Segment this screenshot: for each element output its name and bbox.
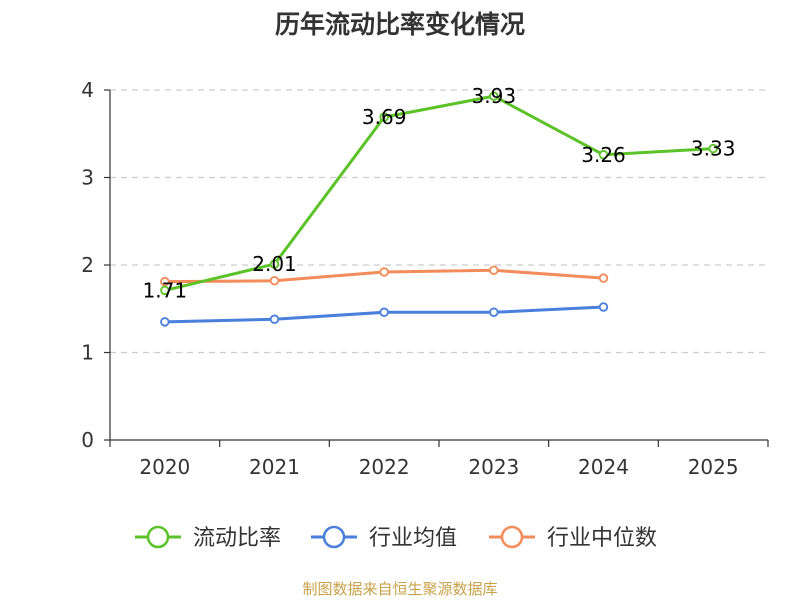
data-label-0-4: 3.26 (581, 143, 626, 167)
data-point-1-0 (160, 317, 170, 327)
legend-label: 行业中位数 (547, 526, 657, 551)
x-tick-label-2020: 2020 (139, 455, 190, 479)
data-point-2-2 (379, 267, 389, 277)
legend-label: 行业均值 (369, 526, 457, 551)
data-point-2-4 (598, 273, 609, 283)
x-tick-label-2024: 2024 (578, 455, 629, 479)
legend-item-2: 行业中位数 (489, 525, 657, 551)
data-point-1-4 (598, 302, 609, 312)
chart-title: 历年流动比率变化情况 (275, 10, 525, 39)
data-label-0-5: 3.33 (691, 137, 736, 161)
series-layer (160, 91, 718, 327)
legend-swatch-marker (500, 525, 524, 549)
data-label-0-1: 2.01 (252, 252, 297, 276)
x-tick-label-2021: 2021 (249, 455, 300, 479)
data-point-0-4 (598, 150, 609, 160)
y-tick-label-1: 1 (81, 341, 94, 365)
y-tick-label-2: 2 (81, 253, 94, 277)
legend-item-1: 行业均值 (311, 525, 457, 551)
data-point-0-2 (379, 112, 389, 122)
y-tick-label-3: 3 (81, 166, 94, 190)
data-point-2-3 (489, 265, 499, 275)
x-tick-label-2025: 2025 (688, 455, 739, 479)
data-point-0-1 (269, 259, 280, 269)
y-tick-label-4: 4 (81, 78, 94, 102)
data-point-0-3 (489, 91, 499, 101)
data-point-0-5 (708, 143, 718, 154)
x-tick-label-2023: 2023 (468, 455, 519, 479)
data-label-0-0: 1.71 (143, 278, 188, 302)
axes: 0 1 2 3 4 2020 2021 2022 2023 2024 2025 (81, 78, 769, 479)
data-label-0-2: 3.69 (362, 105, 407, 129)
data-label-0-3: 3.93 (472, 84, 517, 108)
legend-swatch-marker (322, 525, 346, 549)
data-labels: 1.71 2.01 3.69 3.93 3.26 3.33 (143, 84, 736, 302)
data-point-0-0 (160, 285, 170, 296)
data-point-1-1 (269, 314, 280, 324)
data-point-2-1 (269, 276, 280, 286)
source-note: 制图数据来自恒生聚源数据库 (302, 580, 497, 598)
legend-label: 流动比率 (193, 526, 281, 551)
data-point-1-3 (489, 307, 499, 317)
legend-swatch-marker (146, 525, 170, 549)
legend: 流动比率 行业均值 行业中位数 (135, 525, 657, 551)
y-tick-label-0: 0 (81, 428, 94, 452)
data-point-1-2 (379, 307, 389, 317)
series-line-0 (164, 94, 714, 292)
data-point-2-0 (160, 276, 170, 287)
legend-item-0: 流动比率 (135, 525, 281, 551)
x-tick-label-2022: 2022 (359, 455, 410, 479)
